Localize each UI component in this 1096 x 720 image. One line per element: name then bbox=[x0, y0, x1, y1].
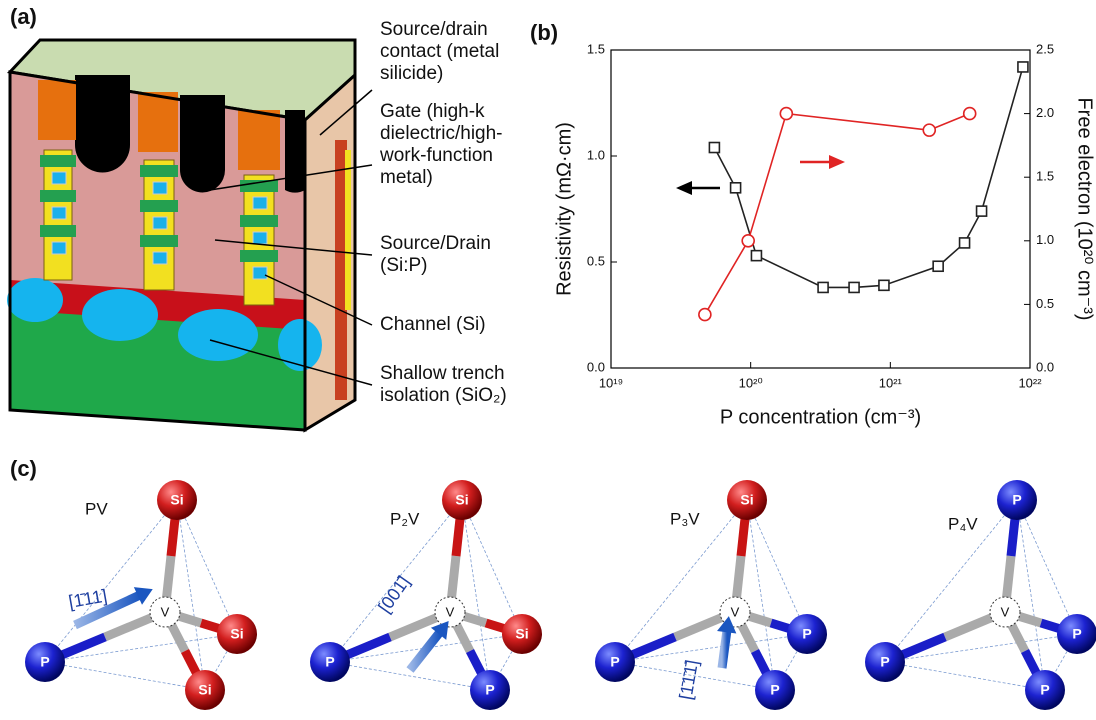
y2-tick-label: 2.5 bbox=[1036, 41, 1054, 56]
y-tick-label: 0.5 bbox=[587, 253, 605, 268]
marker bbox=[849, 282, 859, 292]
atom-label: Si bbox=[740, 492, 753, 508]
annotation: metal) bbox=[380, 167, 433, 188]
panel-label: (a) bbox=[10, 4, 37, 29]
atom-label: P bbox=[40, 654, 49, 670]
atom-label: Si bbox=[170, 492, 183, 508]
atom-label: P bbox=[770, 682, 779, 698]
marker bbox=[933, 261, 943, 271]
annotation: isolation (SiO₂) bbox=[380, 385, 507, 406]
annotation: Gate (high-k bbox=[380, 101, 485, 122]
atom-label: Si bbox=[198, 682, 211, 698]
annotation: Source/Drain bbox=[380, 233, 491, 254]
atom-label: Si bbox=[455, 492, 468, 508]
x-tick-label: 10¹⁹ bbox=[599, 375, 623, 390]
structure-name: PV bbox=[85, 499, 108, 518]
atom-label: Si bbox=[230, 626, 243, 642]
y2-tick-label: 1.0 bbox=[1036, 232, 1054, 247]
annotation: Shallow trench bbox=[380, 363, 505, 384]
device-illustration bbox=[7, 40, 372, 430]
figure: (a) Source/draincontact (metalsilicide) G… bbox=[0, 0, 1096, 720]
annotation: contact (metal bbox=[380, 41, 499, 62]
marker bbox=[923, 124, 935, 136]
edge bbox=[45, 662, 205, 690]
vacancy-label: V bbox=[731, 604, 740, 619]
atom-label: P bbox=[325, 654, 334, 670]
y2-tick-label: 0.5 bbox=[1036, 296, 1054, 311]
vacancy-label: V bbox=[446, 604, 455, 619]
atom-label: P bbox=[1040, 682, 1049, 698]
direction-arrow bbox=[722, 630, 727, 668]
marker bbox=[751, 251, 761, 261]
structure-name: P₃V bbox=[670, 509, 700, 528]
y-tick-label: 0.0 bbox=[587, 359, 605, 374]
y-tick-label: 1.0 bbox=[587, 147, 605, 162]
marker bbox=[977, 206, 987, 216]
marker bbox=[780, 108, 792, 120]
annotation: work-function bbox=[379, 145, 493, 166]
vacancy-label: V bbox=[161, 604, 170, 619]
x-axis-title: P concentration (cm⁻³) bbox=[720, 406, 921, 428]
atom-label: P bbox=[610, 654, 619, 670]
atom-label: P bbox=[485, 682, 494, 698]
annotation-arrows bbox=[676, 155, 845, 195]
marker bbox=[818, 282, 828, 292]
edge bbox=[885, 662, 1045, 690]
x-tick-label: 10²⁰ bbox=[739, 375, 763, 390]
y2-axis-title: Free electron (10²⁰ cm⁻³) bbox=[1074, 97, 1096, 320]
structures: SiSiSiPVPV[1̄11]SiSiPPVP₂V[001̄]SiPPPVP₃… bbox=[25, 480, 1096, 710]
annotation: silicide) bbox=[380, 63, 443, 84]
series-line bbox=[705, 114, 970, 315]
marker bbox=[731, 183, 741, 193]
marker bbox=[742, 235, 754, 247]
atom-label: P bbox=[880, 654, 889, 670]
y-tick-label: 1.5 bbox=[587, 41, 605, 56]
direction-label: [001̄] bbox=[374, 572, 413, 616]
y2-tick-label: 1.5 bbox=[1036, 169, 1054, 184]
x-tick-label: 10²¹ bbox=[879, 375, 903, 390]
atom-label: P bbox=[1012, 492, 1021, 508]
y-axis-title: Resistivity (mΩ·cm) bbox=[553, 122, 575, 296]
annotation: (Si:P) bbox=[380, 255, 428, 276]
marker bbox=[879, 280, 889, 290]
structure-name: P₂V bbox=[390, 509, 420, 528]
plot-frame bbox=[611, 50, 1030, 368]
direction-label: [1̄1̄1̄] bbox=[675, 658, 702, 701]
y2-tick-label: 2.0 bbox=[1036, 105, 1054, 120]
panel-label: (b) bbox=[530, 20, 558, 45]
direction-arrow bbox=[410, 632, 440, 670]
marker bbox=[699, 309, 711, 321]
atom-label: P bbox=[802, 626, 811, 642]
annotation: Channel (Si) bbox=[380, 314, 486, 335]
x-tick-label: 10²² bbox=[1018, 375, 1042, 390]
marker bbox=[709, 143, 719, 153]
panel-label: (c) bbox=[10, 456, 37, 481]
marker bbox=[1018, 62, 1028, 72]
vacancy-label: V bbox=[1001, 604, 1010, 619]
structure-name: P₄V bbox=[948, 514, 978, 533]
marker bbox=[964, 108, 976, 120]
marker bbox=[960, 238, 970, 248]
atom-label: P bbox=[1072, 626, 1081, 642]
atom-label: Si bbox=[515, 626, 528, 642]
y2-tick-label: 0.0 bbox=[1036, 359, 1054, 374]
annotation: Source/drain bbox=[380, 19, 488, 40]
annotation: dielectric/high- bbox=[380, 123, 503, 144]
